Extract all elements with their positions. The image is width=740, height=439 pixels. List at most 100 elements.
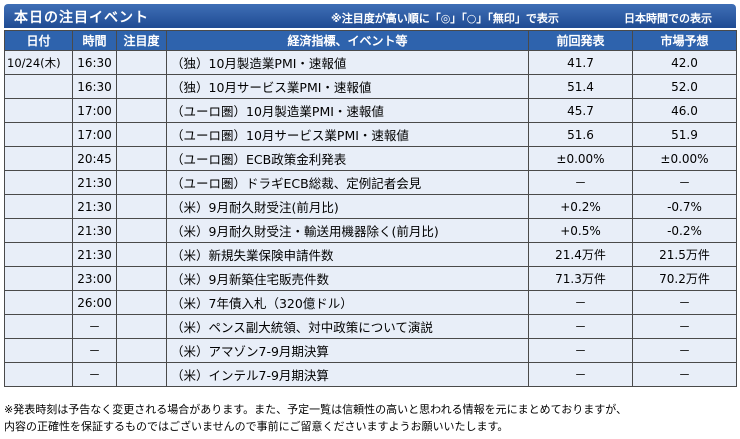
date-cell <box>4 122 73 147</box>
event-cell: （米）新規失業保険申請件数 <box>166 242 529 267</box>
event-cell: （ユーロ圏）ECB政策金利発表 <box>166 146 529 171</box>
table-row: 10/24(木) 16:30 （独）10月製造業PMI・速報値 41.7 42.0 <box>4 50 737 75</box>
table-row: 21:30 （米）新規失業保険申請件数 21.4万件 21.5万件 <box>4 242 737 267</box>
event-cell: （独）10月サービス業PMI・速報値 <box>166 74 529 99</box>
importance-cell <box>116 146 167 171</box>
previous-value-cell: 51.4 <box>528 74 633 99</box>
table-header-row: 日付 時間 注目度 経済指標、イベント等 前回発表 市場予想 <box>4 30 737 51</box>
time-cell: 21:30 <box>72 170 117 195</box>
table-row: 21:30 （米）9月耐久財受注・輸送用機器除く(前月比) +0.5% -0.2% <box>4 218 737 243</box>
event-cell: （米）9月耐久財受注(前月比) <box>166 194 529 219</box>
previous-value-cell: 41.7 <box>528 50 633 75</box>
previous-value-cell: － <box>528 362 633 387</box>
importance-cell <box>116 290 167 315</box>
time-cell: － <box>72 362 117 387</box>
forecast-value-cell: 52.0 <box>632 74 737 99</box>
forecast-value-cell: 42.0 <box>632 50 737 75</box>
column-header-date: 日付 <box>4 30 73 51</box>
date-cell: 10/24(木) <box>4 50 73 75</box>
header-bar: 本日の注目イベント ※注目度が高い順に「◎」「○」「無印」で表示 日本時間での表… <box>4 4 736 28</box>
time-cell: 20:45 <box>72 146 117 171</box>
date-cell <box>4 290 73 315</box>
importance-cell <box>116 314 167 339</box>
forecast-value-cell: － <box>632 338 737 363</box>
event-cell: （米）インテル7-9月期決算 <box>166 362 529 387</box>
event-cell: （米）9月新築住宅販売件数 <box>166 266 529 291</box>
forecast-value-cell: 21.5万件 <box>632 242 737 267</box>
time-cell: 26:00 <box>72 290 117 315</box>
column-header-forecast: 市場予想 <box>632 30 737 51</box>
date-cell <box>4 218 73 243</box>
time-cell: 21:30 <box>72 242 117 267</box>
disclaimer: ※発表時刻は予告なく変更される場合があります。また、予定一覧は信頼性の高いと思わ… <box>4 401 736 435</box>
time-cell: 17:00 <box>72 98 117 123</box>
column-header-previous: 前回発表 <box>528 30 633 51</box>
importance-cell <box>116 194 167 219</box>
previous-value-cell: 51.6 <box>528 122 633 147</box>
table-row: 17:00 （ユーロ圏）10月製造業PMI・速報値 45.7 46.0 <box>4 98 737 123</box>
table-row: －（米）アマゾン7-9月期決算－－ <box>4 338 737 363</box>
forecast-value-cell: -0.2% <box>632 218 737 243</box>
previous-value-cell: 45.7 <box>528 98 633 123</box>
date-cell <box>4 338 73 363</box>
table-row: －（米）ペンス副大統領、対中政策について演説－－ <box>4 314 737 339</box>
date-cell <box>4 170 73 195</box>
previous-value-cell: ±0.00% <box>528 146 633 171</box>
importance-cell <box>116 170 167 195</box>
event-cell: （ユーロ圏）10月製造業PMI・速報値 <box>166 98 529 123</box>
time-cell: 16:30 <box>72 50 117 75</box>
column-header-importance: 注目度 <box>116 30 167 51</box>
event-cell: （独）10月製造業PMI・速報値 <box>166 50 529 75</box>
table-row: 21:30 （ユーロ圏）ドラギECB総裁、定例記者会見－－ <box>4 170 737 195</box>
column-header-time: 時間 <box>72 30 117 51</box>
previous-value-cell: － <box>528 170 633 195</box>
previous-value-cell: +0.2% <box>528 194 633 219</box>
importance-cell <box>116 98 167 123</box>
forecast-value-cell: － <box>632 170 737 195</box>
previous-value-cell: +0.5% <box>528 218 633 243</box>
importance-note: ※注目度が高い順に「◎」「○」「無印」で表示 <box>331 12 559 25</box>
column-header-event: 経済指標、イベント等 <box>166 30 529 51</box>
date-cell <box>4 242 73 267</box>
event-cell: （米）アマゾン7-9月期決算 <box>166 338 529 363</box>
previous-value-cell: － <box>528 314 633 339</box>
table-row: －（米）インテル7-9月期決算－－ <box>4 362 737 387</box>
date-cell <box>4 74 73 99</box>
previous-value-cell: － <box>528 338 633 363</box>
table-row: 20:45 （ユーロ圏）ECB政策金利発表 ±0.00% ±0.00% <box>4 146 737 171</box>
forecast-value-cell: 51.9 <box>632 122 737 147</box>
forecast-value-cell: ±0.00% <box>632 146 737 171</box>
importance-cell <box>116 266 167 291</box>
time-cell: 23:00 <box>72 266 117 291</box>
importance-cell <box>116 74 167 99</box>
time-cell: 17:00 <box>72 122 117 147</box>
date-cell <box>4 362 73 387</box>
forecast-value-cell: 46.0 <box>632 98 737 123</box>
date-cell <box>4 194 73 219</box>
time-cell: － <box>72 314 117 339</box>
event-table: 日付 時間 注目度 経済指標、イベント等 前回発表 市場予想 10/24(木) 1… <box>4 30 737 387</box>
date-cell <box>4 266 73 291</box>
forecast-value-cell: 70.2万件 <box>632 266 737 291</box>
time-cell: 21:30 <box>72 194 117 219</box>
event-cell: （米）7年債入札（320億ドル） <box>166 290 529 315</box>
previous-value-cell: － <box>528 290 633 315</box>
event-cell: （米）ペンス副大統領、対中政策について演説 <box>166 314 529 339</box>
importance-cell <box>116 50 167 75</box>
date-cell <box>4 146 73 171</box>
table-row: 17:00 （ユーロ圏）10月サービス業PMI・速報値 51.6 51.9 <box>4 122 737 147</box>
importance-cell <box>116 122 167 147</box>
table-row: 16:30 （独）10月サービス業PMI・速報値 51.4 52.0 <box>4 74 737 99</box>
previous-value-cell: 71.3万件 <box>528 266 633 291</box>
table-row: 26:00 （米）7年債入札（320億ドル）－－ <box>4 290 737 315</box>
importance-cell <box>116 362 167 387</box>
event-cell: （ユーロ圏）ドラギECB総裁、定例記者会見 <box>166 170 529 195</box>
forecast-value-cell: － <box>632 362 737 387</box>
date-cell <box>4 98 73 123</box>
forecast-value-cell: － <box>632 314 737 339</box>
timezone-note: 日本時間での表示 <box>624 12 712 25</box>
date-cell <box>4 314 73 339</box>
event-cell: （ユーロ圏）10月サービス業PMI・速報値 <box>166 122 529 147</box>
previous-value-cell: 21.4万件 <box>528 242 633 267</box>
event-cell: （米）9月耐久財受注・輸送用機器除く(前月比) <box>166 218 529 243</box>
